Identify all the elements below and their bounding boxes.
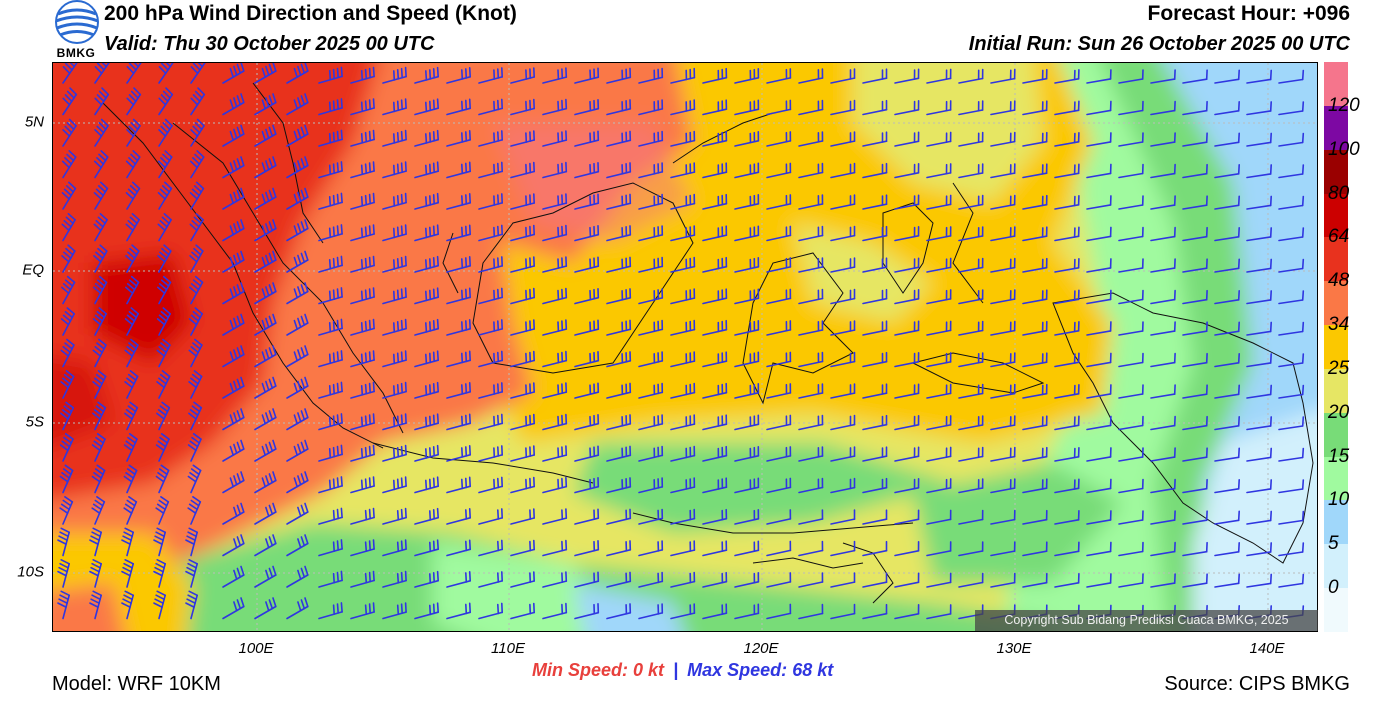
legend-label: 0	[1328, 577, 1339, 599]
wind-map[interactable]	[52, 62, 1318, 632]
legend-label: 100	[1328, 138, 1360, 160]
coastlines	[102, 82, 1314, 604]
legend-color-box	[1324, 193, 1348, 238]
legend-color-box	[1324, 281, 1348, 326]
legend-color-box	[1324, 62, 1348, 107]
wind-map-canvas	[53, 63, 1317, 631]
graticule	[53, 63, 1317, 631]
lon-label-120e: 120E	[743, 640, 779, 657]
speed-summary: Min Speed: 0 kt | Max Speed: 68 kt	[532, 660, 833, 681]
copyright-notice: Copyright Sub Bidang Prediksi Cuaca BMKG…	[975, 610, 1318, 631]
lon-label-140e: 140E	[1249, 640, 1285, 657]
legend-label: 25	[1328, 357, 1350, 379]
legend-color-box	[1324, 500, 1348, 545]
legend-label: 20	[1328, 401, 1350, 423]
legend-color-box	[1324, 105, 1348, 151]
initial-run: Initial Run: Sun 26 October 2025 00 UTC	[968, 33, 1350, 55]
min-speed-label: Min Speed:	[532, 660, 629, 680]
legend-label: 34	[1328, 314, 1350, 336]
legend-color-box	[1324, 325, 1348, 370]
lat-label-5n: 5N	[24, 113, 44, 131]
legend-label: 10	[1328, 489, 1350, 511]
lat-label-10s: 10S	[17, 563, 44, 581]
legend-label: 5	[1328, 533, 1339, 555]
model-name: Model: WRF 10KM	[52, 673, 221, 695]
legend-label: 120	[1328, 94, 1360, 116]
lon-label-100e: 100E	[238, 640, 274, 657]
wind-barbs	[57, 63, 1305, 620]
legend-color-box	[1324, 544, 1348, 589]
lon-label-110e: 110E	[491, 640, 525, 657]
lat-label-eq: EQ	[22, 261, 44, 279]
lon-label-130e: 130E	[996, 640, 1032, 657]
legend-color-box	[1324, 368, 1348, 414]
legend-color-box	[1324, 237, 1348, 282]
valid-time: Valid: Thu 30 October 2025 00 UTC	[104, 33, 435, 55]
legend-color-box	[1324, 456, 1348, 501]
forecast-hour: Forecast Hour: +096	[1147, 2, 1351, 25]
lat-label-5s: 5S	[25, 413, 44, 431]
min-speed-value: 0 kt	[633, 660, 665, 680]
speed-separator: |	[673, 660, 679, 680]
max-speed-value: 68 kt	[792, 660, 834, 680]
legend-label: 48	[1328, 270, 1350, 292]
legend-color-box	[1324, 588, 1348, 633]
max-speed-label: Max Speed:	[687, 660, 788, 680]
logo-text: BMKG	[56, 46, 96, 60]
wind-speed-fill	[53, 63, 1317, 631]
data-source: Source: CIPS BMKG	[1164, 673, 1350, 695]
legend-color-box	[1324, 149, 1348, 195]
legend-label: 64	[1328, 226, 1350, 248]
legend-color-box	[1324, 412, 1348, 458]
legend-label: 15	[1328, 445, 1350, 467]
map-title: 200 hPa Wind Direction and Speed (Knot)	[104, 2, 517, 25]
bmkg-logo	[52, 0, 102, 60]
color-legend	[1324, 62, 1348, 633]
legend-label: 80	[1328, 182, 1350, 204]
